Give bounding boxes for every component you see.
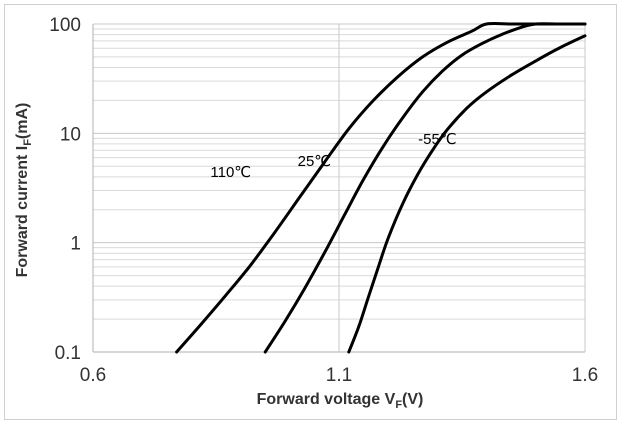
series-line-3 — [347, 34, 587, 354]
curve-label-2: 25℃ — [298, 153, 332, 170]
x-tick-label: 1.6 — [572, 365, 598, 386]
y-axis-title-main: Forward current I — [14, 146, 31, 278]
y-tick-label: 1 — [70, 234, 81, 255]
grid-lines — [92, 23, 586, 353]
x-axis-title-main: Forward voltage V — [257, 391, 396, 408]
x-axis-title-tail: (V) — [402, 391, 423, 408]
curve-label-3: -55℃ — [418, 131, 457, 148]
tick-labels: 0.6 1.1 1.6 0.1 1 10 100 — [49, 15, 598, 386]
y-axis-title: Forward current IF(mA) — [14, 103, 34, 278]
y-tick-label: 10 — [60, 124, 81, 145]
y-tick-label: 0.1 — [55, 343, 81, 364]
series-lines — [175, 21, 587, 354]
series-line-2 — [263, 22, 587, 354]
curve-label-1: 110℃ — [210, 164, 251, 181]
curve-labels: 110℃ 25℃ -55℃ — [210, 131, 456, 181]
y-axis-title-sub: F — [22, 139, 34, 146]
x-axis-title-sub: F — [395, 399, 402, 411]
series-line-1 — [175, 21, 587, 354]
x-tick-label: 0.6 — [80, 365, 106, 386]
y-tick-label: 100 — [49, 15, 81, 36]
y-axis-title-tail: (mA) — [14, 103, 31, 139]
axes — [92, 24, 585, 353]
x-tick-label: 1.1 — [326, 365, 352, 386]
x-axis-title: Forward voltage VF(V) — [257, 391, 424, 411]
